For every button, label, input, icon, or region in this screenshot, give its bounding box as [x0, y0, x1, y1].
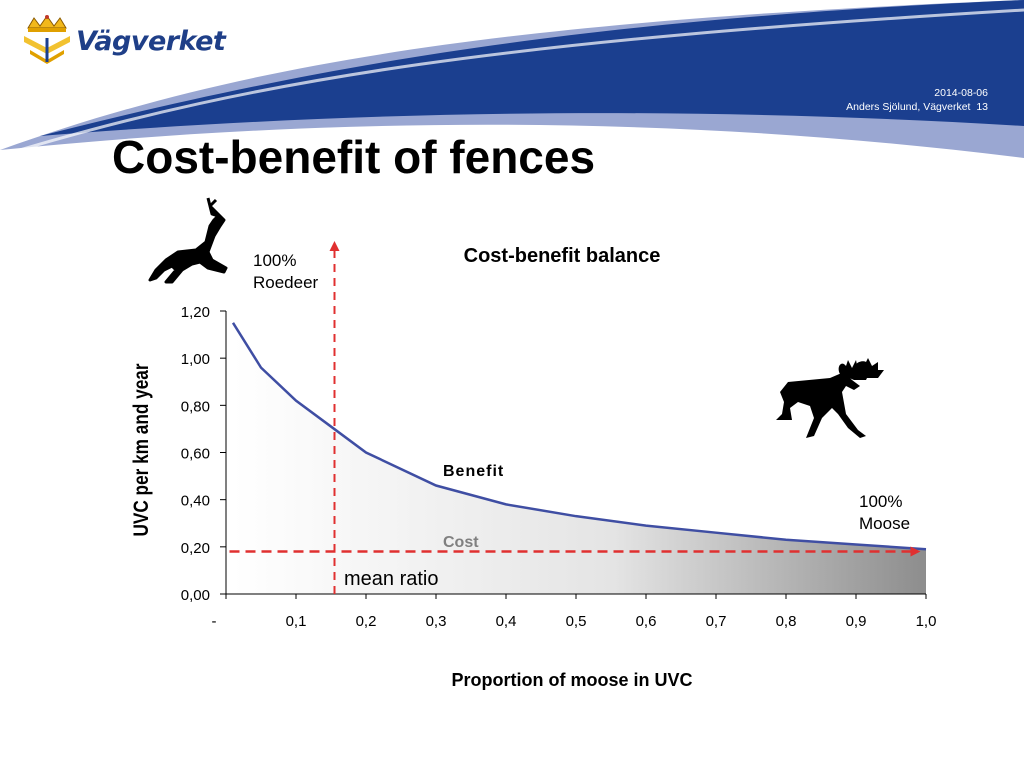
header-wave-banner	[0, 0, 1024, 158]
x-tick-label: 0,5	[566, 613, 587, 630]
y-tick-label: 0,40	[181, 493, 210, 510]
y-tick-label: 0,20	[181, 540, 210, 557]
slide-footer-line: Anders Sjölund, Vägverket 13	[846, 100, 988, 114]
x-tick-label: 0,9	[846, 613, 867, 630]
y-axis-label: UVC per km and year	[131, 363, 154, 537]
header-wave-stripe	[0, 8, 1024, 158]
y-tick-label: 1,00	[181, 351, 210, 368]
slide-title: Cost-benefit of fences	[112, 131, 596, 183]
y-tick-label: 1,20	[181, 304, 210, 321]
roe-deer-icon	[148, 197, 228, 284]
benefit-series-label: Benefit	[443, 463, 504, 480]
slide-date: 2014-08-06	[934, 87, 988, 99]
slide-meta: 2014-08-06 Anders Sjölund, Vägverket 13	[846, 86, 988, 114]
x-tick-label: 0,7	[706, 613, 727, 630]
y-tick-label: 0,60	[181, 446, 210, 463]
y-tick-label: 0,80	[181, 398, 210, 415]
crown-icon	[27, 15, 67, 32]
benefit-area	[233, 322, 926, 594]
moose-icon	[776, 358, 884, 438]
x-tick-label: 0,6	[636, 613, 657, 630]
benefit-line	[231, 322, 927, 551]
wings-road-icon	[24, 36, 70, 64]
y-tick-label: 0,00	[181, 587, 210, 604]
vagverket-logo	[24, 15, 70, 64]
slide-page-number: 13	[976, 101, 988, 113]
chart-title: Cost-benefit balance	[464, 245, 661, 267]
x-tick-label: 0,8	[776, 613, 797, 630]
header-wave-dark	[40, 0, 1024, 136]
x-axis-label: Proportion of moose in UVC	[452, 670, 693, 690]
x-tick-label: 0,4	[496, 613, 517, 630]
x-tick-label: 0,1	[286, 613, 307, 630]
moose-annotation: 100% Moose	[859, 492, 910, 533]
slide-author: Anders Sjölund, Vägverket	[846, 101, 971, 113]
x-tick-label: 1,0	[916, 613, 937, 630]
x-tick-label: 0,2	[356, 613, 377, 630]
x-tick-label: -	[212, 613, 217, 630]
logo-wordmark: Vägverket	[76, 26, 226, 57]
roedeer-annotation: 100% Roedeer	[253, 251, 319, 292]
x-tick-label: 0,3	[426, 613, 447, 630]
mean-ratio-label: mean ratio	[344, 568, 439, 590]
cost-series-label: Cost	[443, 534, 479, 551]
